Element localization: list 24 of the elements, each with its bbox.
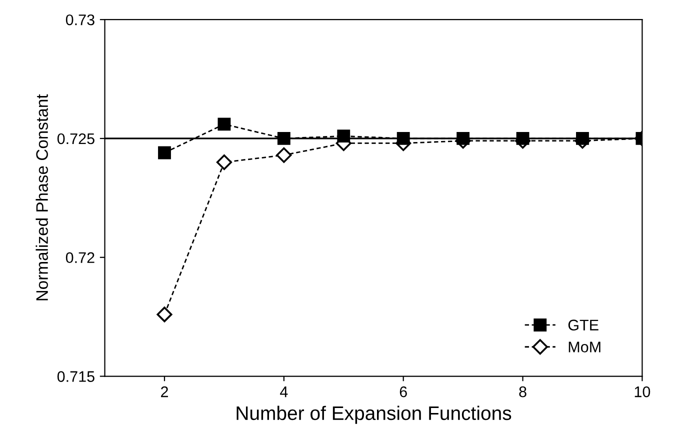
y-tick-label: 0.73	[66, 14, 94, 26]
y-axis-title: Normalized Phase Constant	[36, 94, 48, 300]
point	[156, 306, 172, 322]
x-tick-label: 2	[161, 386, 168, 398]
point	[456, 132, 470, 145]
point	[396, 132, 410, 145]
point	[337, 130, 350, 143]
x-tick-label: 4	[280, 386, 288, 398]
point	[576, 132, 589, 145]
point	[516, 132, 530, 145]
point	[216, 154, 232, 170]
point	[276, 147, 292, 163]
x-tick-label: 10	[634, 386, 650, 398]
point	[277, 132, 290, 145]
y-tick-label: 0.725	[57, 133, 94, 144]
point	[218, 118, 231, 131]
x-tick-label: 8	[519, 386, 526, 398]
y-tick-label: 0.72	[66, 252, 94, 264]
legend-label: GTE	[568, 320, 598, 330]
legend-label: MoM	[568, 342, 600, 352]
x-axis-title: Number of Expansion Functions	[236, 406, 512, 424]
point	[158, 146, 171, 160]
x-tick-label: 6	[400, 386, 407, 398]
y-tick-label: 0.715	[57, 371, 94, 382]
